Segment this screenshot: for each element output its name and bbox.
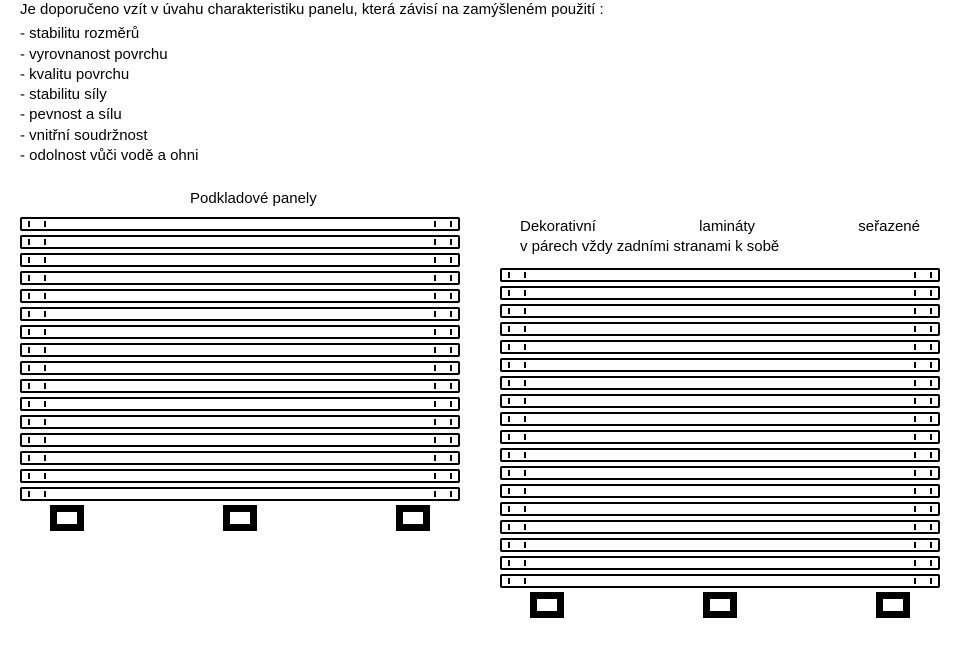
panel-board	[20, 307, 460, 321]
panel-board	[500, 268, 940, 282]
panel-board	[20, 271, 460, 285]
bullet-item: - odolnost vůči vodě a ohni	[20, 146, 940, 166]
bullet-item: - pevnost a sílu	[20, 105, 940, 125]
panel-board	[500, 484, 940, 498]
panel-board	[500, 412, 940, 426]
panel-board	[500, 538, 940, 552]
caption-right-line2: v párech vždy zadními stranami k sobě	[520, 237, 920, 257]
bullet-item: - stabilitu síly	[20, 85, 940, 105]
bullet-item: - vnitřní soudržnost	[20, 126, 940, 146]
bullet-item: - vyrovnanost povrchu	[20, 45, 940, 65]
panel-board	[500, 286, 940, 300]
panel-board	[20, 325, 460, 339]
panel-board	[20, 469, 460, 483]
caption-right: Dekorativní lamináty seřazené v párech v…	[500, 217, 920, 258]
intro-paragraph: Je doporučeno vzít v úvahu charakteristi…	[20, 0, 940, 20]
panel-board	[500, 556, 940, 570]
panel-board	[500, 304, 940, 318]
pallet-foot	[876, 592, 910, 618]
panel-board	[20, 217, 460, 231]
pallet-foot	[50, 505, 84, 531]
pallet-foot	[530, 592, 564, 618]
caption-right-line1: Dekorativní lamináty seřazené	[520, 217, 920, 237]
panel-board	[500, 448, 940, 462]
panel-board	[20, 343, 460, 357]
panel-board	[500, 502, 940, 516]
bullet-item: - kvalitu povrchu	[20, 65, 940, 85]
pallet-foot	[396, 505, 430, 531]
panel-board	[20, 451, 460, 465]
panel-board	[20, 361, 460, 375]
figure-right-column: Dekorativní lamináty seřazené v párech v…	[500, 217, 940, 618]
panel-stack-right	[500, 268, 940, 618]
bullet-item: - stabilitu rozměrů	[20, 24, 940, 44]
bullet-list: - stabilitu rozměrů - vyrovnanost povrch…	[20, 24, 940, 166]
panel-board	[500, 574, 940, 588]
panel-board	[20, 487, 460, 501]
figure-left-column	[20, 217, 460, 531]
panel-stack-left	[20, 217, 460, 531]
panel-board	[500, 322, 940, 336]
pallet-foot	[223, 505, 257, 531]
panel-board	[500, 358, 940, 372]
panel-board	[20, 415, 460, 429]
panel-board	[500, 376, 940, 390]
panel-board	[20, 235, 460, 249]
panel-board	[20, 379, 460, 393]
panel-board	[500, 430, 940, 444]
panel-board	[20, 433, 460, 447]
panel-board	[500, 340, 940, 354]
panel-board	[500, 520, 940, 534]
panel-board	[20, 253, 460, 267]
panel-board	[500, 394, 940, 408]
panel-board	[20, 397, 460, 411]
figures-row: Dekorativní lamináty seřazené v párech v…	[20, 217, 940, 618]
panel-board	[20, 289, 460, 303]
caption-left: Podkladové panely	[20, 190, 940, 207]
panel-board	[500, 466, 940, 480]
pallet-foot	[703, 592, 737, 618]
